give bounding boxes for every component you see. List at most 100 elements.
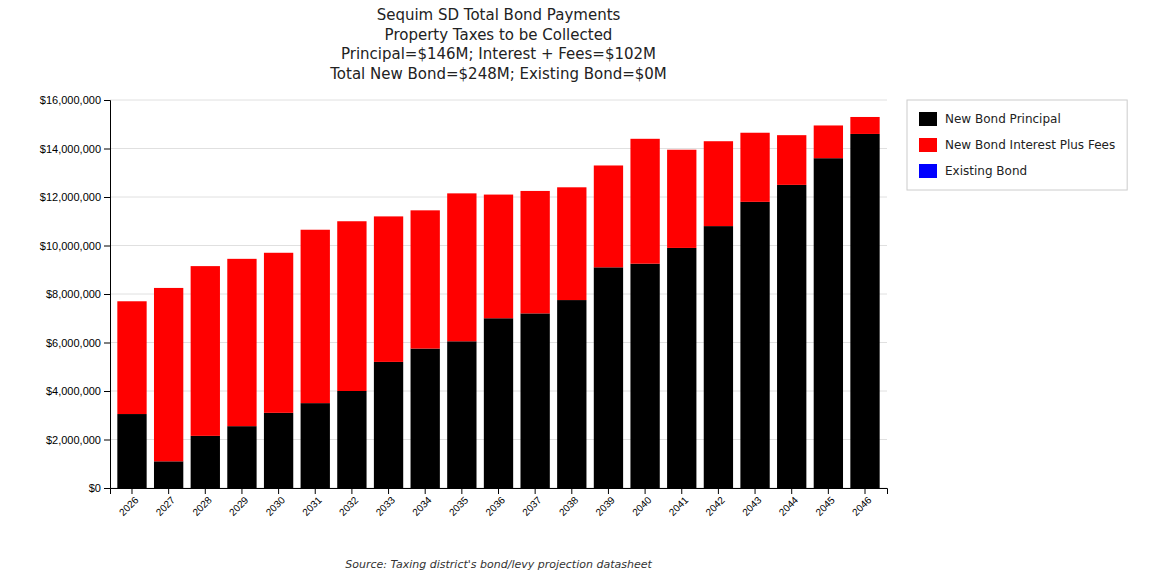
chart-title: Sequim SD Total Bond Payments Property T…	[110, 6, 887, 84]
bar	[814, 125, 843, 158]
tick-mark	[461, 488, 462, 494]
bar	[264, 413, 293, 488]
tick-label: 2035	[447, 494, 471, 518]
bar	[411, 349, 440, 488]
bar	[704, 141, 733, 142]
grid	[110, 100, 887, 488]
bar	[374, 216, 403, 362]
tick-label: $10,000,000	[40, 240, 101, 252]
tick-mark	[241, 488, 242, 494]
tick-label: $16,000,000	[40, 94, 101, 106]
tick-label: $14,000,000	[40, 143, 101, 155]
tick-mark	[104, 343, 110, 344]
y-tick: $6,000,000	[46, 337, 110, 349]
tick-mark	[498, 488, 499, 494]
tick-label: 2041	[667, 494, 691, 518]
x-tick: 2036	[483, 488, 507, 518]
bar	[117, 301, 146, 302]
bar	[264, 252, 293, 253]
bar	[154, 461, 183, 488]
tick-mark	[104, 294, 110, 295]
tick-label: 2027	[154, 494, 178, 518]
tick-mark	[104, 246, 110, 247]
tick-label: 2039	[593, 494, 617, 518]
tick-mark	[755, 488, 756, 494]
bar	[337, 221, 366, 391]
tick-mark	[131, 488, 132, 494]
tick-label: 2030	[264, 494, 288, 518]
tick-label: $6,000,000	[46, 337, 101, 349]
tick-mark	[104, 149, 110, 150]
tick-mark	[104, 488, 110, 489]
bars	[117, 117, 879, 488]
tick-mark	[104, 391, 110, 392]
tick-label: 2037	[520, 494, 544, 518]
tick-label: 2029	[227, 494, 251, 518]
tick-mark	[571, 488, 572, 494]
tick-mark	[718, 488, 719, 494]
x-tick: 2038	[557, 488, 581, 518]
x-tick: 2034	[410, 488, 434, 518]
legend-frame	[907, 100, 1127, 190]
tick-mark	[104, 197, 110, 198]
x-axis: 2026202720282029203020312032203320342035…	[111, 488, 888, 518]
tick-label: 2046	[850, 494, 874, 518]
bar	[227, 258, 256, 259]
bar	[740, 132, 769, 133]
bar	[337, 391, 366, 488]
x-tick: 2031	[300, 488, 324, 518]
tick-label: 2026	[117, 494, 141, 518]
x-tick: 2039	[593, 488, 617, 518]
bar	[191, 266, 220, 436]
bar	[337, 221, 366, 222]
bar	[557, 187, 586, 300]
tick-label: 2031	[300, 494, 324, 518]
bar	[264, 253, 293, 413]
bar	[411, 210, 440, 211]
x-tick: 2026	[117, 488, 141, 518]
y-tick: $2,000,000	[46, 434, 110, 446]
axis-line	[104, 101, 111, 489]
tick-label: $2,000,000	[46, 434, 101, 446]
bar	[117, 414, 146, 488]
bar	[704, 226, 733, 488]
legend-label: Existing Bond	[945, 164, 1027, 178]
bar	[520, 190, 549, 191]
bar	[777, 185, 806, 488]
chart: $0$2,000,000$4,000,000$6,000,000$8,000,0…	[0, 0, 1152, 576]
bar	[704, 141, 733, 226]
tick-mark	[828, 488, 829, 494]
y-tick: $8,000,000	[46, 288, 110, 300]
x-tick: 2030	[264, 488, 288, 518]
bar	[374, 362, 403, 488]
grid-line	[110, 100, 887, 101]
x-tick: 2041	[667, 488, 691, 518]
bar	[447, 193, 476, 194]
x-tick: 2043	[740, 488, 764, 518]
plot-area: $0$2,000,000$4,000,000$6,000,000$8,000,0…	[40, 94, 888, 518]
y-tick: $16,000,000	[40, 94, 110, 106]
tick-mark	[104, 100, 110, 101]
bar	[447, 341, 476, 488]
bar	[594, 267, 623, 488]
bar	[301, 229, 330, 230]
legend-swatch	[919, 112, 937, 126]
tick-label: 2042	[703, 494, 727, 518]
bar	[191, 266, 220, 267]
y-tick: $10,000,000	[40, 240, 110, 252]
tick-mark	[608, 488, 609, 494]
bar	[594, 165, 623, 267]
tick-mark	[865, 488, 866, 494]
bar	[227, 426, 256, 488]
bar	[117, 301, 146, 414]
bar	[484, 195, 513, 319]
tick-label: 2040	[630, 494, 654, 518]
bar	[850, 134, 879, 488]
x-tick: 2032	[337, 488, 361, 518]
bar	[447, 193, 476, 341]
legend: New Bond PrincipalNew Bond Interest Plus…	[907, 100, 1127, 190]
tick-label: $0	[89, 482, 101, 494]
tick-mark	[315, 488, 316, 494]
legend-label: New Bond Principal	[945, 112, 1061, 126]
bar	[520, 191, 549, 313]
